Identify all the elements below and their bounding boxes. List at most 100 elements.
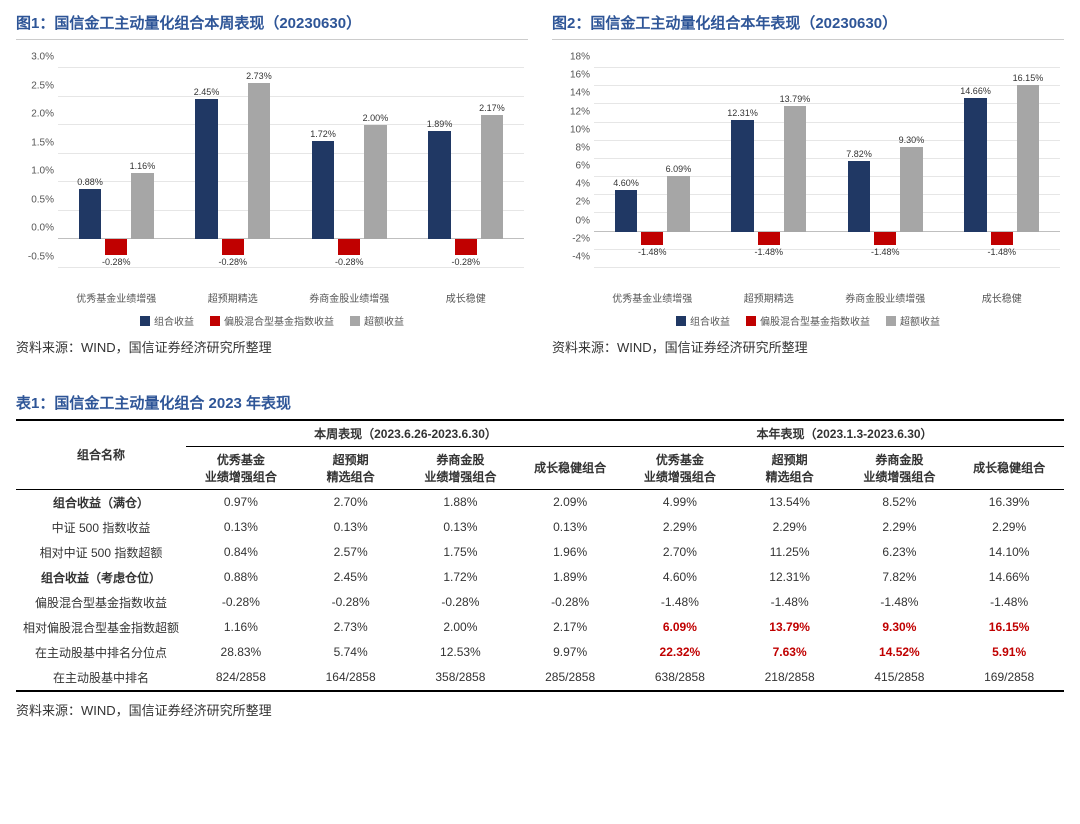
table-cell: 2.29% (845, 515, 955, 540)
x-category-label: 券商金股业绩增强 (827, 290, 944, 305)
legend-item: 偏股混合型基金指数收益 (210, 313, 334, 328)
bar-value-label: 0.88% (77, 177, 103, 187)
row-name: 偏股混合型基金指数收益 (16, 590, 186, 615)
table-row: 组合收益（考虑仓位）0.88%2.45%1.72%1.89%4.60%12.31… (16, 565, 1064, 590)
bar: 2.17% (481, 68, 503, 268)
bar-value-label: 2.73% (246, 71, 272, 81)
table-col-header: 券商金股业绩增强组合 (845, 446, 955, 489)
table-source: 资料来源：WIND，国信证券经济研究所整理 (16, 700, 1064, 719)
x-category-label: 优秀基金业绩增强 (594, 290, 711, 305)
bar-value-label: 7.82% (846, 149, 872, 159)
table-cell: 218/2858 (735, 665, 845, 691)
table-row: 组合收益（满仓）0.97%2.70%1.88%2.09%4.99%13.54%8… (16, 489, 1064, 515)
chart-2-source: 资料来源：WIND，国信证券经济研究所整理 (552, 337, 1064, 356)
bar-value-label: 12.31% (727, 108, 758, 118)
bar-value-label: -0.28% (451, 257, 480, 267)
y-tick-label: 18% (552, 52, 590, 63)
chart-2-block: 图2：国信金工主动量化组合本年表现（20230630） -4%-2%0%2%4%… (552, 12, 1064, 356)
row-name: 组合收益（考虑仓位） (16, 565, 186, 590)
table-cell: -0.28% (296, 590, 406, 615)
table-group-header: 本周表现（2023.6.26-2023.6.30） (186, 420, 625, 447)
table-cell: 2.17% (515, 615, 625, 640)
table-cell: -0.28% (406, 590, 516, 615)
chart-1-area: -0.5%0.0%0.5%1.0%1.5%2.0%2.5%3.0%0.88%-0… (16, 48, 528, 288)
bar: 9.30% (900, 68, 922, 268)
table-cell: 1.75% (406, 540, 516, 565)
table-cell: 415/2858 (845, 665, 955, 691)
bar: 2.73% (248, 68, 270, 268)
table-cell: 7.63% (735, 640, 845, 665)
table-row: 在主动股基中排名分位点28.83%5.74%12.53%9.97%22.32%7… (16, 640, 1064, 665)
table-cell: -1.48% (625, 590, 735, 615)
y-tick-label: 3.0% (16, 52, 54, 63)
table-cell: 1.89% (515, 565, 625, 590)
bar-value-label: 14.66% (960, 86, 991, 96)
table-cell: -1.48% (954, 590, 1064, 615)
table-cell: 16.39% (954, 489, 1064, 515)
y-tick-label: 8% (552, 142, 590, 153)
x-category-label: 券商金股业绩增强 (291, 290, 408, 305)
bar-value-label: -0.28% (218, 257, 247, 267)
table-cell: 0.84% (186, 540, 296, 565)
table-cell: 1.88% (406, 489, 516, 515)
bar-value-label: 16.15% (1013, 73, 1044, 83)
table-cell: 5.74% (296, 640, 406, 665)
y-tick-label: 1.0% (16, 166, 54, 177)
legend-item: 偏股混合型基金指数收益 (746, 313, 870, 328)
table-cell: 2.73% (296, 615, 406, 640)
table-cell: 9.97% (515, 640, 625, 665)
row-name: 在主动股基中排名 (16, 665, 186, 691)
chart-1-legend: 组合收益 偏股混合型基金指数收益 超额收益 (16, 313, 528, 329)
x-category-label: 成长稳健 (944, 290, 1061, 305)
table-col-header: 优秀基金业绩增强组合 (625, 446, 735, 489)
legend-item: 超额收益 (350, 313, 404, 328)
x-category-label: 优秀基金业绩增强 (58, 290, 175, 305)
table-cell: 0.88% (186, 565, 296, 590)
row-name: 组合收益（满仓） (16, 489, 186, 515)
table-cell: 2.09% (515, 489, 625, 515)
bar: 6.09% (667, 68, 689, 268)
bar-value-label: -1.48% (871, 247, 900, 257)
table-cell: 0.13% (406, 515, 516, 540)
table-rowname-header: 组合名称 (16, 420, 186, 490)
performance-table: 组合名称本周表现（2023.6.26-2023.6.30）本年表现（2023.1… (16, 419, 1064, 692)
bar-value-label: 2.00% (363, 113, 389, 123)
table-row: 在主动股基中排名824/2858164/2858358/2858285/2858… (16, 665, 1064, 691)
table-cell: 13.79% (735, 615, 845, 640)
y-tick-label: 10% (552, 124, 590, 135)
bar: 0.88% (79, 68, 101, 268)
legend-item: 组合收益 (140, 313, 194, 328)
y-tick-label: 2% (552, 197, 590, 208)
table-cell: 2.70% (296, 489, 406, 515)
table-cell: 6.09% (625, 615, 735, 640)
table-cell: 358/2858 (406, 665, 516, 691)
table-cell: 13.54% (735, 489, 845, 515)
table-cell: 0.13% (515, 515, 625, 540)
bar: 2.00% (364, 68, 386, 268)
y-tick-label: 12% (552, 106, 590, 117)
y-tick-label: -2% (552, 233, 590, 244)
row-name: 在主动股基中排名分位点 (16, 640, 186, 665)
table-cell: 12.53% (406, 640, 516, 665)
bar-value-label: 6.09% (666, 164, 692, 174)
y-tick-label: 0.0% (16, 223, 54, 234)
bar-value-label: -1.48% (638, 247, 667, 257)
y-tick-label: 4% (552, 179, 590, 190)
charts-row: 图1：国信金工主动量化组合本周表现（20230630） -0.5%0.0%0.5… (16, 12, 1064, 356)
bar: 1.89% (428, 68, 450, 268)
bar: 4.60% (615, 68, 637, 268)
table-cell: 8.52% (845, 489, 955, 515)
bar-value-label: 2.17% (479, 103, 505, 113)
table-col-header: 优秀基金业绩增强组合 (186, 446, 296, 489)
bar: -1.48% (874, 68, 896, 268)
table-section: 表1：国信金工主动量化组合 2023 年表现 组合名称本周表现（2023.6.2… (16, 392, 1064, 719)
table-title: 表1：国信金工主动量化组合 2023 年表现 (16, 392, 1064, 419)
chart-2-xaxis: 优秀基金业绩增强超预期精选券商金股业绩增强成长稳健 (552, 290, 1064, 305)
table-cell: 0.13% (296, 515, 406, 540)
table-cell: 4.99% (625, 489, 735, 515)
chart-1-xaxis: 优秀基金业绩增强超预期精选券商金股业绩增强成长稳健 (16, 290, 528, 305)
table-cell: 164/2858 (296, 665, 406, 691)
table-cell: -0.28% (515, 590, 625, 615)
chart-1-title: 图1：国信金工主动量化组合本周表现（20230630） (16, 12, 528, 40)
bar-value-label: -1.48% (987, 247, 1016, 257)
